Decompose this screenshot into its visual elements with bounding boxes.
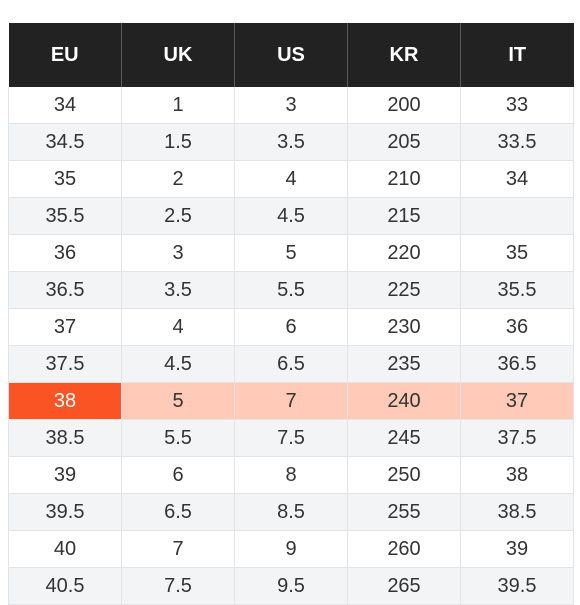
size-cell-uk: 7.5 (121, 567, 235, 605)
size-cell-eu: 36 (8, 234, 122, 272)
size-cell-eu: 40 (8, 530, 122, 568)
size-cell-it (460, 197, 574, 235)
size-cell-it: 39 (460, 530, 574, 568)
size-cell-us: 4.5 (234, 197, 348, 235)
size-cell-kr: 260 (347, 530, 461, 568)
size-cell-kr: 250 (347, 456, 461, 494)
size-cell-eu: 36.5 (8, 271, 122, 309)
size-cell-uk: 4.5 (121, 345, 235, 383)
size-cell-eu: 39.5 (8, 493, 122, 531)
size-row[interactable]: 39 6 8 250 38 (8, 456, 574, 494)
size-cell-it: 37.5 (460, 419, 574, 457)
size-row[interactable]: 36.5 3.5 5.5 225 35.5 (8, 271, 574, 309)
size-cell-it: 33.5 (460, 123, 574, 161)
size-row[interactable]: 34.5 1.5 3.5 205 33.5 (8, 123, 574, 161)
size-cell-it: 36 (460, 308, 574, 346)
size-cell-us: 8.5 (234, 493, 348, 531)
size-cell-kr: 220 (347, 234, 461, 272)
size-row[interactable]: 35.5 2.5 4.5 215 (8, 197, 574, 235)
size-row[interactable]: 40.5 7.5 9.5 265 39.5 (8, 567, 574, 605)
size-cell-it: 35 (460, 234, 574, 272)
size-cell-it: 38.5 (460, 493, 574, 531)
size-cell-us: 7.5 (234, 419, 348, 457)
size-cell-uk: 7 (121, 530, 235, 568)
column-header-us: US (234, 23, 348, 87)
size-cell-it: 34 (460, 160, 574, 198)
size-cell-eu: 40.5 (8, 567, 122, 605)
size-row[interactable]: 36 3 5 220 35 (8, 234, 574, 272)
size-cell-kr: 230 (347, 308, 461, 346)
column-header-uk: UK (121, 23, 235, 87)
size-cell-us: 3 (234, 87, 348, 124)
size-cell-eu: 37 (8, 308, 122, 346)
size-row[interactable]: 37.5 4.5 6.5 235 36.5 (8, 345, 574, 383)
size-row[interactable]: 35 2 4 210 34 (8, 160, 574, 198)
size-cell-kr: 210 (347, 160, 461, 198)
size-cell-kr: 240 (347, 382, 461, 420)
size-cell-us: 6 (234, 308, 348, 346)
size-cell-us: 4 (234, 160, 348, 198)
size-cell-kr: 225 (347, 271, 461, 309)
size-cell-uk: 2.5 (121, 197, 235, 235)
size-row-selected[interactable]: 38 5 7 240 37 (8, 382, 574, 420)
column-header-kr: KR (347, 23, 461, 87)
size-cell-it: 38 (460, 456, 574, 494)
size-cell-kr: 265 (347, 567, 461, 605)
size-cell-eu: 38 (8, 382, 122, 420)
size-chart-body: 34 1 3 200 33 34.5 1.5 3.5 205 33.5 35 2 4 210 34 35.5 2… (8, 87, 574, 605)
size-cell-eu: 34.5 (8, 123, 122, 161)
size-row[interactable]: 39.5 6.5 8.5 255 38.5 (8, 493, 574, 531)
size-cell-kr: 215 (347, 197, 461, 235)
size-cell-uk: 5 (121, 382, 235, 420)
size-cell-uk: 6 (121, 456, 235, 494)
size-cell-us: 7 (234, 382, 348, 420)
header-row: EU UK US KR IT (8, 23, 574, 87)
size-cell-it: 37 (460, 382, 574, 420)
size-row[interactable]: 40 7 9 260 39 (8, 530, 574, 568)
size-cell-uk: 3.5 (121, 271, 235, 309)
size-cell-it: 39.5 (460, 567, 574, 605)
size-cell-uk: 2 (121, 160, 235, 198)
size-cell-it: 33 (460, 87, 574, 124)
size-cell-kr: 200 (347, 87, 461, 124)
size-chart-table: EU UK US KR IT 34 1 3 200 33 34.5 1.5 3.5 205 33.… (8, 23, 574, 605)
size-cell-uk: 3 (121, 234, 235, 272)
size-cell-us: 3.5 (234, 123, 348, 161)
size-cell-us: 9.5 (234, 567, 348, 605)
size-cell-eu: 34 (8, 87, 122, 124)
size-cell-uk: 6.5 (121, 493, 235, 531)
size-chart-container: EU UK US KR IT 34 1 3 200 33 34.5 1.5 3.5 205 33.… (8, 23, 574, 605)
column-header-eu: EU (8, 23, 122, 87)
size-cell-us: 5 (234, 234, 348, 272)
size-row[interactable]: 38.5 5.5 7.5 245 37.5 (8, 419, 574, 457)
size-row[interactable]: 37 4 6 230 36 (8, 308, 574, 346)
size-cell-eu: 35 (8, 160, 122, 198)
size-cell-it: 35.5 (460, 271, 574, 309)
size-cell-kr: 205 (347, 123, 461, 161)
size-cell-eu: 38.5 (8, 419, 122, 457)
size-cell-us: 9 (234, 530, 348, 568)
size-cell-us: 5.5 (234, 271, 348, 309)
size-cell-kr: 245 (347, 419, 461, 457)
size-cell-eu: 39 (8, 456, 122, 494)
size-cell-eu: 37.5 (8, 345, 122, 383)
size-cell-uk: 1.5 (121, 123, 235, 161)
size-cell-it: 36.5 (460, 345, 574, 383)
size-row[interactable]: 34 1 3 200 33 (8, 87, 574, 124)
size-cell-uk: 1 (121, 87, 235, 124)
size-cell-us: 6.5 (234, 345, 348, 383)
size-cell-uk: 5.5 (121, 419, 235, 457)
size-cell-kr: 235 (347, 345, 461, 383)
size-cell-kr: 255 (347, 493, 461, 531)
size-chart-header: EU UK US KR IT (8, 23, 574, 87)
size-cell-eu: 35.5 (8, 197, 122, 235)
size-cell-us: 8 (234, 456, 348, 494)
column-header-it: IT (460, 23, 574, 87)
size-cell-uk: 4 (121, 308, 235, 346)
